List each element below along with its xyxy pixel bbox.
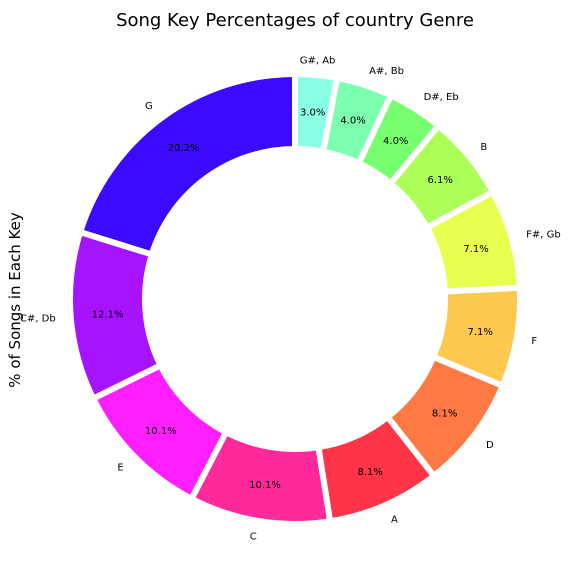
pct-label-a-bb: 4.0% xyxy=(340,116,365,127)
pct-label-f-gb: 7.1% xyxy=(463,244,488,255)
category-label-d: D xyxy=(486,440,494,451)
category-label-a: A xyxy=(391,514,398,525)
category-label-c: C xyxy=(250,531,257,542)
category-label-b: B xyxy=(480,142,487,153)
pct-label-e: 10.1% xyxy=(145,426,177,437)
pct-label-b: 6.1% xyxy=(428,175,453,186)
pct-label-d-eb: 4.0% xyxy=(383,136,408,147)
chart-title: Song Key Percentages of country Genre xyxy=(116,10,474,31)
pct-label-f: 7.1% xyxy=(467,327,492,338)
category-label-g-ab: G#, Ab xyxy=(300,56,336,67)
category-label-g: G xyxy=(145,101,153,112)
slice-g xyxy=(76,70,298,259)
pct-label-g-ab: 3.0% xyxy=(300,107,325,118)
pct-label-c: 10.1% xyxy=(249,480,281,491)
y-axis-label: % of Songs in Each Key xyxy=(6,212,24,388)
slice-g-ab xyxy=(292,70,341,156)
donut-slices xyxy=(67,70,523,527)
pct-label-a: 8.1% xyxy=(358,467,383,478)
category-label-c-db: C#, Db xyxy=(20,313,56,324)
category-label-d-eb: D#, Eb xyxy=(424,92,459,103)
pct-label-c-db: 12.1% xyxy=(92,309,124,320)
category-label-f-gb: F#, Gb xyxy=(526,230,561,241)
category-label-f: F xyxy=(531,336,537,347)
category-label-a-bb: A#, Bb xyxy=(369,66,404,77)
category-label-e: E xyxy=(117,463,123,474)
pct-label-g: 20.2% xyxy=(168,143,200,154)
pct-label-d: 8.1% xyxy=(432,408,457,419)
slice-labels: 20.2% G 12.1% C#, Db 10.1% E 10.1% C 8.1% A 8.1% D 7… xyxy=(20,56,561,543)
